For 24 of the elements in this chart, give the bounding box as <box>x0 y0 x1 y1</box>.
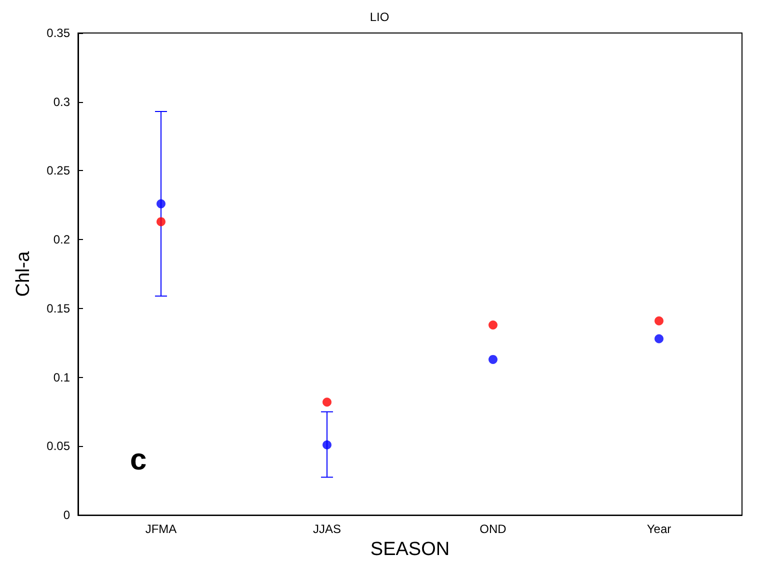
x-tick-label: Year <box>646 522 672 536</box>
point <box>488 320 498 330</box>
y-tick-label: 0.15 <box>46 301 70 316</box>
x-tick-label: JJAS <box>312 522 342 536</box>
y-tick-label: 0.25 <box>46 164 70 178</box>
point <box>322 440 332 450</box>
y-tick-label: 0.05 <box>46 439 70 454</box>
y-tick-label: 0.35 <box>46 26 70 40</box>
annotation: c <box>130 444 147 476</box>
y-tick-label: 0.1 <box>53 370 70 384</box>
point <box>156 199 166 208</box>
y-axis-title: Chl-a <box>13 250 34 297</box>
point <box>654 316 664 326</box>
y-tick-label: 0.2 <box>53 232 70 247</box>
point <box>654 334 664 344</box>
point <box>156 217 166 226</box>
point <box>488 354 498 364</box>
x-tick-label: JFMA <box>145 522 177 536</box>
point <box>322 398 332 407</box>
x-axis-title: SEASON <box>370 539 450 560</box>
y-tick-label: 0.3 <box>53 94 70 109</box>
chart-title: LIO <box>370 10 390 24</box>
x-tick-label: OND <box>480 522 507 536</box>
y-tick-label: 0 <box>63 508 70 522</box>
